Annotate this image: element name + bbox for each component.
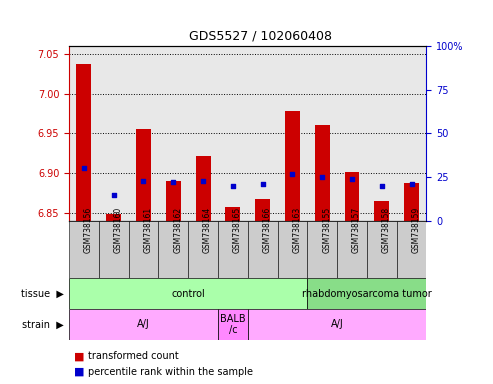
Bar xyxy=(404,183,419,221)
Text: GSM738163: GSM738163 xyxy=(292,206,301,253)
Text: GSM738158: GSM738158 xyxy=(382,206,391,253)
Text: GSM738156: GSM738156 xyxy=(84,206,93,253)
Text: ■: ■ xyxy=(74,351,84,361)
FancyBboxPatch shape xyxy=(218,221,247,278)
Bar xyxy=(76,63,91,221)
Text: control: control xyxy=(171,289,205,299)
Bar xyxy=(345,172,359,221)
Point xyxy=(378,183,386,189)
Bar xyxy=(196,156,211,221)
Text: A/J: A/J xyxy=(137,319,150,329)
Text: percentile rank within the sample: percentile rank within the sample xyxy=(88,367,253,377)
Bar xyxy=(285,111,300,221)
Point xyxy=(259,181,267,187)
Point xyxy=(348,176,356,182)
Point xyxy=(169,179,177,185)
Text: GSM738160: GSM738160 xyxy=(114,206,123,253)
Bar xyxy=(374,201,389,221)
Text: GSM738157: GSM738157 xyxy=(352,206,361,253)
Text: GSM738164: GSM738164 xyxy=(203,206,212,253)
FancyBboxPatch shape xyxy=(69,221,99,278)
Bar xyxy=(166,181,181,221)
Point xyxy=(288,170,296,177)
Point xyxy=(110,192,118,198)
FancyBboxPatch shape xyxy=(247,309,426,340)
FancyBboxPatch shape xyxy=(69,278,307,309)
Text: transformed count: transformed count xyxy=(88,351,178,361)
FancyBboxPatch shape xyxy=(129,221,158,278)
Text: tissue  ▶: tissue ▶ xyxy=(21,289,64,299)
FancyBboxPatch shape xyxy=(367,221,397,278)
Text: GSM738159: GSM738159 xyxy=(412,206,421,253)
Text: GSM738165: GSM738165 xyxy=(233,206,242,253)
Text: GSM738155: GSM738155 xyxy=(322,206,331,253)
Text: GSM738166: GSM738166 xyxy=(263,206,272,253)
Bar xyxy=(106,214,121,221)
FancyBboxPatch shape xyxy=(188,221,218,278)
Bar xyxy=(225,207,240,221)
Text: BALB
/c: BALB /c xyxy=(220,314,246,335)
FancyBboxPatch shape xyxy=(337,221,367,278)
Text: GSM738162: GSM738162 xyxy=(173,206,182,253)
Point xyxy=(199,177,207,184)
FancyBboxPatch shape xyxy=(69,309,218,340)
Point xyxy=(408,181,416,187)
Text: ■: ■ xyxy=(74,367,84,377)
Text: rhabdomyosarcoma tumor: rhabdomyosarcoma tumor xyxy=(302,289,432,299)
Bar xyxy=(315,126,330,221)
FancyBboxPatch shape xyxy=(397,221,426,278)
Text: GDS5527 / 102060408: GDS5527 / 102060408 xyxy=(188,29,332,42)
Bar xyxy=(136,129,151,221)
FancyBboxPatch shape xyxy=(247,221,278,278)
FancyBboxPatch shape xyxy=(99,221,129,278)
Bar xyxy=(255,199,270,221)
Point xyxy=(80,166,88,172)
Text: GSM738161: GSM738161 xyxy=(143,206,152,253)
Text: strain  ▶: strain ▶ xyxy=(22,319,64,329)
FancyBboxPatch shape xyxy=(218,309,247,340)
FancyBboxPatch shape xyxy=(278,221,307,278)
Point xyxy=(229,183,237,189)
Point xyxy=(318,174,326,180)
Point xyxy=(140,177,147,184)
FancyBboxPatch shape xyxy=(307,221,337,278)
Text: A/J: A/J xyxy=(331,319,344,329)
FancyBboxPatch shape xyxy=(307,278,426,309)
FancyBboxPatch shape xyxy=(158,221,188,278)
